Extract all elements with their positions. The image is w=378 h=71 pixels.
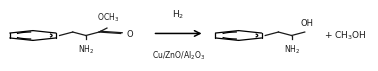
Text: O: O (126, 30, 133, 39)
Text: NH$_2$: NH$_2$ (78, 43, 94, 56)
Text: NH$_2$: NH$_2$ (284, 43, 300, 56)
Text: Cu/ZnO/Al$_2$O$_3$: Cu/ZnO/Al$_2$O$_3$ (152, 50, 205, 62)
Text: OCH$_3$: OCH$_3$ (97, 12, 119, 24)
Text: H$_2$: H$_2$ (172, 9, 184, 21)
Text: + CH$_3$OH: + CH$_3$OH (324, 29, 367, 42)
Text: OH: OH (300, 19, 313, 28)
